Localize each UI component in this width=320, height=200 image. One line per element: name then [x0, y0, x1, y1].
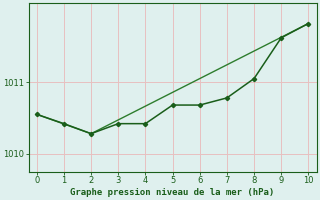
X-axis label: Graphe pression niveau de la mer (hPa): Graphe pression niveau de la mer (hPa)	[70, 188, 275, 197]
